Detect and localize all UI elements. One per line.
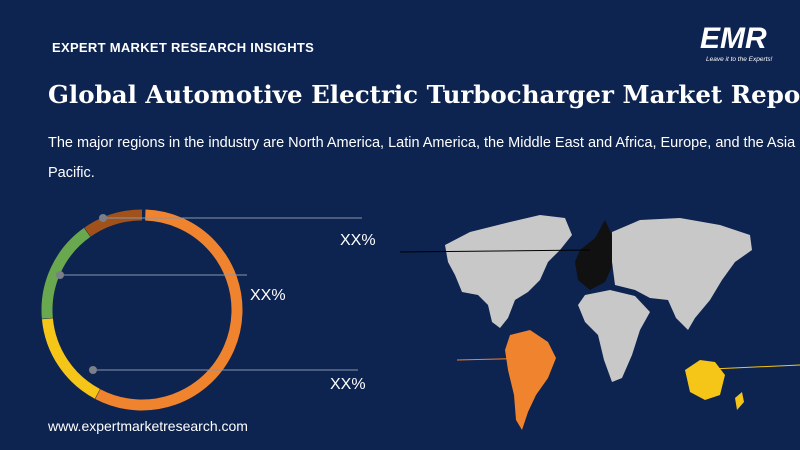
description: The major regions in the industry are No… <box>48 135 796 181</box>
asia <box>612 218 752 330</box>
label: XX% <box>340 232 376 249</box>
australia <box>685 360 725 400</box>
donut-segment <box>41 209 243 411</box>
label: XX% <box>330 376 366 393</box>
leader-dots <box>56 214 107 374</box>
world-map <box>445 215 752 430</box>
south-america <box>505 330 556 430</box>
title: Global Automotive Electric Turbocharger … <box>48 80 800 109</box>
donut-segment <box>41 209 243 411</box>
donut <box>41 209 243 411</box>
kicker: EXPERT MARKET RESEARCH INSIGHTS <box>52 40 315 55</box>
donut-segment <box>41 209 243 411</box>
europe <box>575 220 615 290</box>
north-america <box>445 215 572 328</box>
donut-segment <box>41 209 243 411</box>
label: XX% <box>250 287 286 304</box>
map-lines <box>399 249 800 371</box>
logo-tagline: Leave it to the Experts! <box>706 56 773 63</box>
logo: EMR <box>700 22 767 55</box>
new-zealand <box>735 392 744 410</box>
leader-lines <box>60 217 362 371</box>
website: www.expertmarketresearch.com <box>48 418 248 434</box>
africa <box>578 290 650 382</box>
